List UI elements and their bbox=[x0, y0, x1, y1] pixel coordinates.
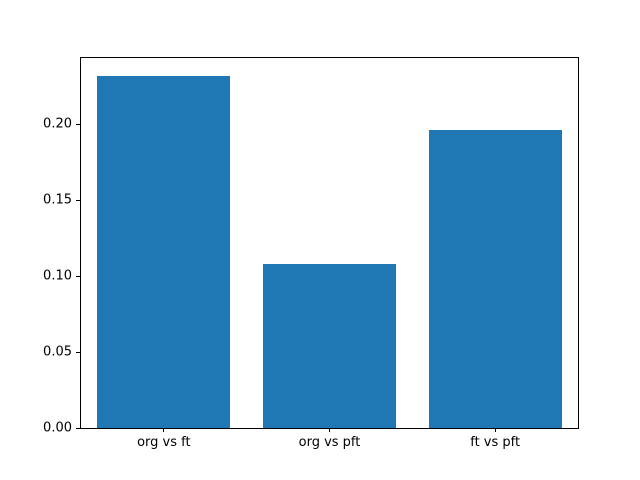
x-tick-mark bbox=[329, 428, 330, 432]
x-tick-mark bbox=[163, 428, 165, 432]
y-tick-mark bbox=[76, 199, 80, 201]
y-tick-mark bbox=[76, 351, 80, 353]
y-tick-label: 0.20 bbox=[43, 116, 72, 132]
y-tick-label: 0.10 bbox=[43, 268, 72, 284]
bar-ft-vs-pft bbox=[428, 130, 562, 428]
y-tick-mark bbox=[76, 275, 80, 277]
y-tick-label: 0.05 bbox=[43, 344, 72, 360]
x-tick-label-ft-vs-pft: ft vs pft bbox=[470, 435, 521, 450]
y-tick-mark bbox=[76, 427, 80, 429]
bar-org-vs-ft bbox=[97, 75, 231, 428]
y-tick-mark bbox=[76, 123, 80, 125]
x-tick-mark bbox=[494, 428, 496, 432]
y-tick-label: 0.00 bbox=[43, 420, 72, 436]
x-tick-label-org-vs-pft: org vs pft bbox=[298, 435, 361, 450]
bar-org-vs-pft bbox=[263, 263, 396, 428]
y-tick-label: 0.15 bbox=[43, 192, 72, 208]
plot-area: 0.00 0.05 0.10 0.15 0.20 org vs ft org vs pft f… bbox=[43, 57, 579, 449]
x-tick-label-org-vs-ft: org vs ft bbox=[137, 435, 191, 450]
